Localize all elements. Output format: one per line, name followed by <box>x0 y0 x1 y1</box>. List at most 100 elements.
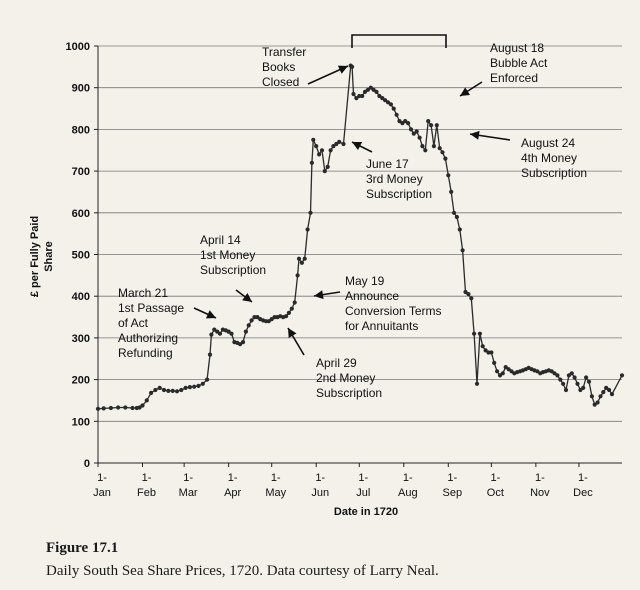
data-point <box>460 248 465 253</box>
data-point <box>569 371 574 376</box>
data-point <box>394 112 399 117</box>
x-tick-label: Jun <box>311 487 329 499</box>
annotation-text: 2nd Money <box>316 371 375 385</box>
data-point <box>351 91 356 97</box>
data-point <box>477 331 482 336</box>
annotation-text: March 21 <box>118 286 168 300</box>
data-point <box>108 405 113 411</box>
data-point <box>289 306 294 311</box>
y-tick-label: 300 <box>72 333 90 345</box>
data-point <box>161 387 167 393</box>
data-point <box>350 64 355 69</box>
data-point <box>595 400 600 405</box>
data-point <box>362 89 368 94</box>
data-point <box>354 96 359 101</box>
data-point <box>328 148 333 153</box>
annotation-arrowhead <box>205 310 216 319</box>
data-point <box>420 144 425 149</box>
data-point <box>331 144 336 149</box>
data-point <box>500 371 505 376</box>
data-point <box>371 87 376 92</box>
y-tick-label: 100 <box>72 416 90 428</box>
annotation-arrowhead <box>460 87 470 96</box>
data-point <box>130 405 135 411</box>
data-point <box>408 127 414 132</box>
data-point <box>101 406 106 411</box>
data-point <box>486 350 491 355</box>
data-point <box>337 139 342 144</box>
data-point <box>411 131 416 136</box>
data-point <box>325 164 330 169</box>
data-point <box>319 148 325 153</box>
data-point <box>95 406 101 411</box>
data-point <box>454 214 459 220</box>
data-point <box>322 169 327 174</box>
annotation-text: 4th Money <box>521 151 577 165</box>
price-series-line <box>97 64 623 410</box>
x-tick-label: 1- <box>228 472 238 484</box>
annotation-text: April 29 <box>316 356 357 370</box>
data-point <box>598 394 603 399</box>
data-point <box>179 387 184 393</box>
data-point <box>246 323 251 328</box>
y-tick-label: 700 <box>72 166 90 178</box>
y-tick-label: 1000 <box>66 41 90 53</box>
x-tick-label: Feb <box>137 487 156 499</box>
data-point <box>503 365 508 370</box>
data-point <box>365 87 370 92</box>
x-tick-label: 1- <box>315 472 325 484</box>
x-axis-title: Date in 1720 <box>334 506 398 518</box>
y-tick-label: 500 <box>72 250 90 262</box>
data-point <box>314 144 319 149</box>
data-point <box>434 123 439 128</box>
data-point <box>317 152 322 157</box>
x-tick-label: 1- <box>490 472 500 484</box>
data-point <box>451 210 457 215</box>
annotation-arrowhead <box>337 65 348 74</box>
y-tick-label: 800 <box>72 124 90 136</box>
x-tick-label: 1- <box>97 472 107 484</box>
data-point <box>170 388 175 393</box>
data-point <box>572 375 577 380</box>
data-point <box>144 398 149 403</box>
data-point <box>463 289 468 295</box>
data-point <box>272 315 277 320</box>
x-tick-label: Nov <box>530 487 550 499</box>
data-point <box>391 106 396 111</box>
data-point <box>457 227 462 232</box>
data-point <box>406 121 411 126</box>
x-tick-label: Apr <box>224 487 241 499</box>
data-point <box>385 100 391 105</box>
data-point <box>443 156 448 161</box>
data-point <box>506 367 511 372</box>
x-tick-label: Jul <box>356 487 370 499</box>
data-point <box>286 310 291 315</box>
data-point <box>483 348 488 353</box>
data-point <box>561 381 566 386</box>
data-point <box>383 98 388 103</box>
data-point <box>555 373 560 378</box>
data-point <box>609 392 615 397</box>
data-point <box>446 173 451 178</box>
x-tick-label: 1- <box>578 472 588 484</box>
x-tick-label: 1- <box>447 472 457 484</box>
data-point <box>414 129 419 134</box>
annotation-text: Conversion Terms <box>345 304 441 318</box>
data-point <box>492 360 497 365</box>
data-point <box>308 210 313 215</box>
data-point <box>558 377 563 382</box>
data-point <box>495 369 500 374</box>
data-point <box>296 256 302 261</box>
data-point <box>183 385 188 390</box>
data-point <box>226 329 231 334</box>
annotation-text: Subscription <box>200 263 266 277</box>
x-tick-label: 1- <box>535 472 545 484</box>
data-point <box>581 385 586 390</box>
x-tick-label: Jan <box>93 487 111 499</box>
data-point <box>238 342 243 347</box>
x-tick-label: 1- <box>183 472 193 484</box>
data-point <box>619 373 625 378</box>
data-point <box>472 331 477 336</box>
data-point <box>437 146 442 151</box>
annotation-text: Authorizing <box>118 331 178 345</box>
